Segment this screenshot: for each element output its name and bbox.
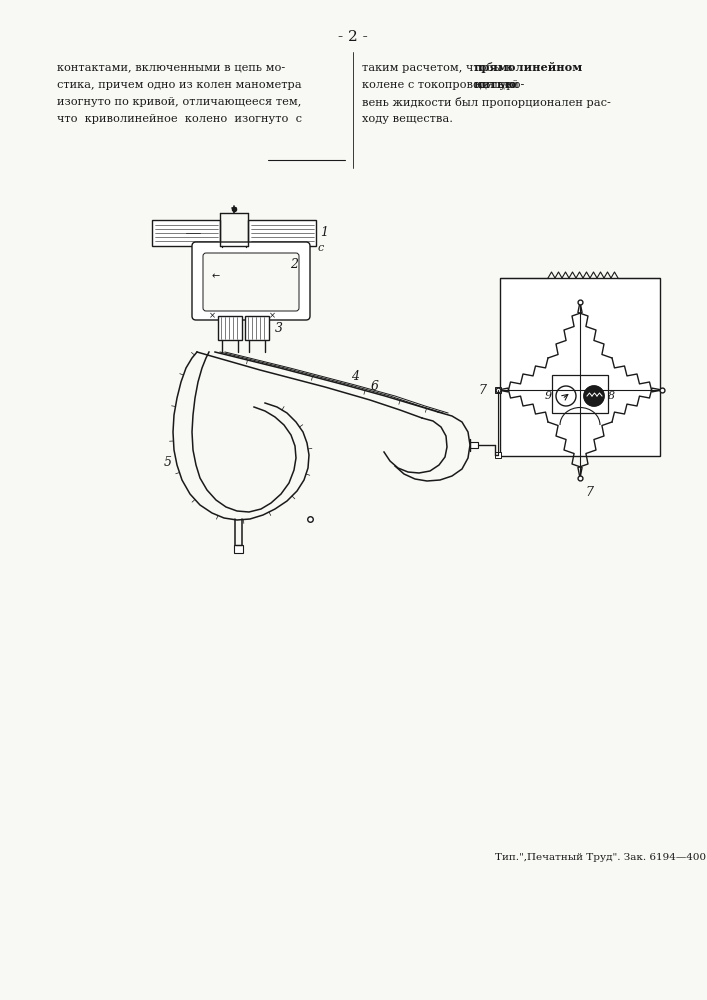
Text: Тип.",Печатный Труд". Зак. 6194—400: Тип.",Печатный Труд". Зак. 6194—400 bbox=[495, 854, 706, 862]
Bar bbox=[495, 452, 501, 458]
Bar bbox=[500, 278, 660, 456]
Text: нитью: нитью bbox=[473, 80, 517, 91]
Bar bbox=[218, 316, 242, 340]
Text: что  криволинейное  колено  изогнуто  с: что криволинейное колено изогнуто с bbox=[57, 114, 302, 124]
Text: 4: 4 bbox=[351, 369, 359, 382]
Text: контактами, включенными в цепь мо-: контактами, включенными в цепь мо- bbox=[57, 62, 285, 72]
Circle shape bbox=[584, 386, 604, 406]
Text: $\leftarrow$: $\leftarrow$ bbox=[210, 270, 221, 280]
Bar bbox=[552, 375, 608, 413]
Bar bbox=[234, 545, 243, 553]
Text: колене с токопроводящей: колене с токопроводящей bbox=[362, 80, 522, 90]
Text: таким расчетом, чтобы в: таким расчетом, чтобы в bbox=[362, 62, 516, 73]
Text: 5: 5 bbox=[164, 456, 172, 468]
Text: 9: 9 bbox=[545, 391, 552, 401]
FancyBboxPatch shape bbox=[203, 253, 299, 311]
Text: 6: 6 bbox=[371, 379, 379, 392]
Text: 7: 7 bbox=[585, 486, 593, 499]
Text: 2: 2 bbox=[290, 258, 298, 271]
Text: ×: × bbox=[209, 312, 216, 320]
Bar bbox=[495, 387, 501, 393]
Bar bbox=[152, 220, 220, 246]
Text: 1: 1 bbox=[320, 226, 328, 238]
Text: ×: × bbox=[269, 312, 276, 320]
Text: 3: 3 bbox=[275, 322, 283, 334]
Text: вень жидкости был пропорционален рас-: вень жидкости был пропорционален рас- bbox=[362, 97, 611, 108]
Text: - 2 -: - 2 - bbox=[338, 30, 368, 44]
Text: c: c bbox=[318, 243, 325, 253]
Text: изогнуто по кривой, отличающееся тем,: изогнуто по кривой, отличающееся тем, bbox=[57, 97, 301, 107]
Text: стика, причем одно из колен манометра: стика, причем одно из колен манометра bbox=[57, 80, 302, 90]
Text: уро-: уро- bbox=[496, 80, 525, 90]
FancyBboxPatch shape bbox=[192, 242, 310, 320]
Bar bbox=[470, 442, 478, 448]
Bar bbox=[248, 220, 316, 246]
Bar bbox=[245, 316, 269, 340]
Text: 7: 7 bbox=[478, 383, 486, 396]
Text: 8: 8 bbox=[608, 391, 615, 401]
Text: прямолинейном: прямолинейном bbox=[473, 62, 583, 73]
Text: ходу вещества.: ходу вещества. bbox=[362, 114, 453, 124]
